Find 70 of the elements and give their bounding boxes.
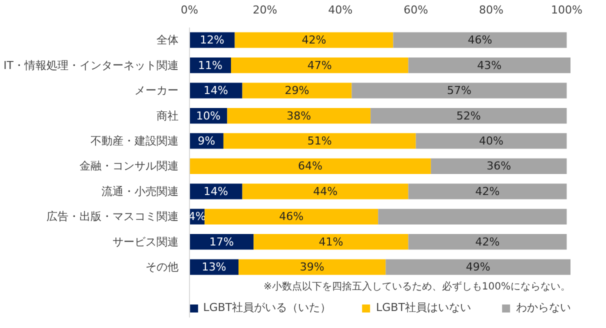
data-label: 43% [477,58,502,72]
legend-label: わからない [516,300,571,315]
bar [352,82,567,98]
data-label: 42% [302,34,326,47]
data-label: 42% [475,235,500,248]
y-tick-label: 金融・コンサル関連 [80,160,178,173]
y-tick-label: メーカー [134,84,178,98]
bar [378,208,567,224]
data-label: 57% [446,84,472,98]
data-label: 42% [475,184,500,198]
data-label: 36% [486,160,512,173]
x-tick-label: 60% [404,4,428,16]
y-tick-label: サービス関連 [112,235,178,248]
data-label: 40% [479,134,504,148]
data-label: 47% [307,58,332,72]
data-label: 38% [286,109,312,122]
data-label: 11% [198,58,222,72]
y-tick-label: 不動産・建設関連 [90,134,178,148]
data-label: 10% [196,109,221,122]
bar [408,184,567,200]
data-label: 9% [198,134,216,148]
bar [190,82,242,98]
bar [408,58,570,74]
x-tick-label: 40% [328,4,353,16]
bar [254,234,408,250]
x-tick-label: 100% [551,4,582,16]
bar [190,259,239,275]
bar [393,32,567,48]
data-label: 64% [298,160,322,173]
bar [223,133,416,149]
y-tick-label: 全体 [156,34,178,47]
bar [190,234,254,250]
data-label: 14% [204,184,228,198]
bar [242,82,352,98]
annotation: ※小数点以下を四捨五入しているため、必ずしも100%にならない。 [264,280,570,293]
data-label: 52% [456,109,481,122]
bar [416,133,567,149]
bar [430,158,567,174]
bar [238,259,386,275]
bar [408,234,567,250]
bar [242,184,408,200]
data-label: 49% [466,260,490,274]
bar [190,158,431,174]
x-tick-label: 80% [479,4,504,16]
data-label: 46% [279,210,304,224]
data-label: 41% [318,235,344,248]
bar [204,208,378,224]
data-label: 12% [200,34,224,47]
data-label: 14% [204,84,228,98]
y-tick-label: その他 [146,260,178,274]
data-label: 17% [209,235,234,248]
bar [234,32,394,48]
data-label: 39% [300,260,324,274]
bar [230,58,408,74]
data-label: 46% [468,34,492,47]
bar [227,108,371,124]
y-tick-label: 流通・小売関連 [102,184,178,198]
legend-label: LGBT社員がいる（いた） [203,300,331,315]
y-tick-label: 広告・出版・マスコミ関連 [46,210,178,224]
bar [386,259,570,275]
y-tick-label: 商社 [156,109,178,122]
legend-label: LGBT社員はいない [376,300,471,315]
data-label: 29% [284,84,310,98]
x-tick-label: 0% [180,4,198,16]
bar [370,108,567,124]
data-label: 51% [307,134,332,148]
y-tick-label: IT・情報処理・インターネット関連 [4,58,179,72]
data-label: 13% [202,260,226,274]
data-label: 44% [313,184,338,198]
x-tick-label: 20% [252,4,278,16]
